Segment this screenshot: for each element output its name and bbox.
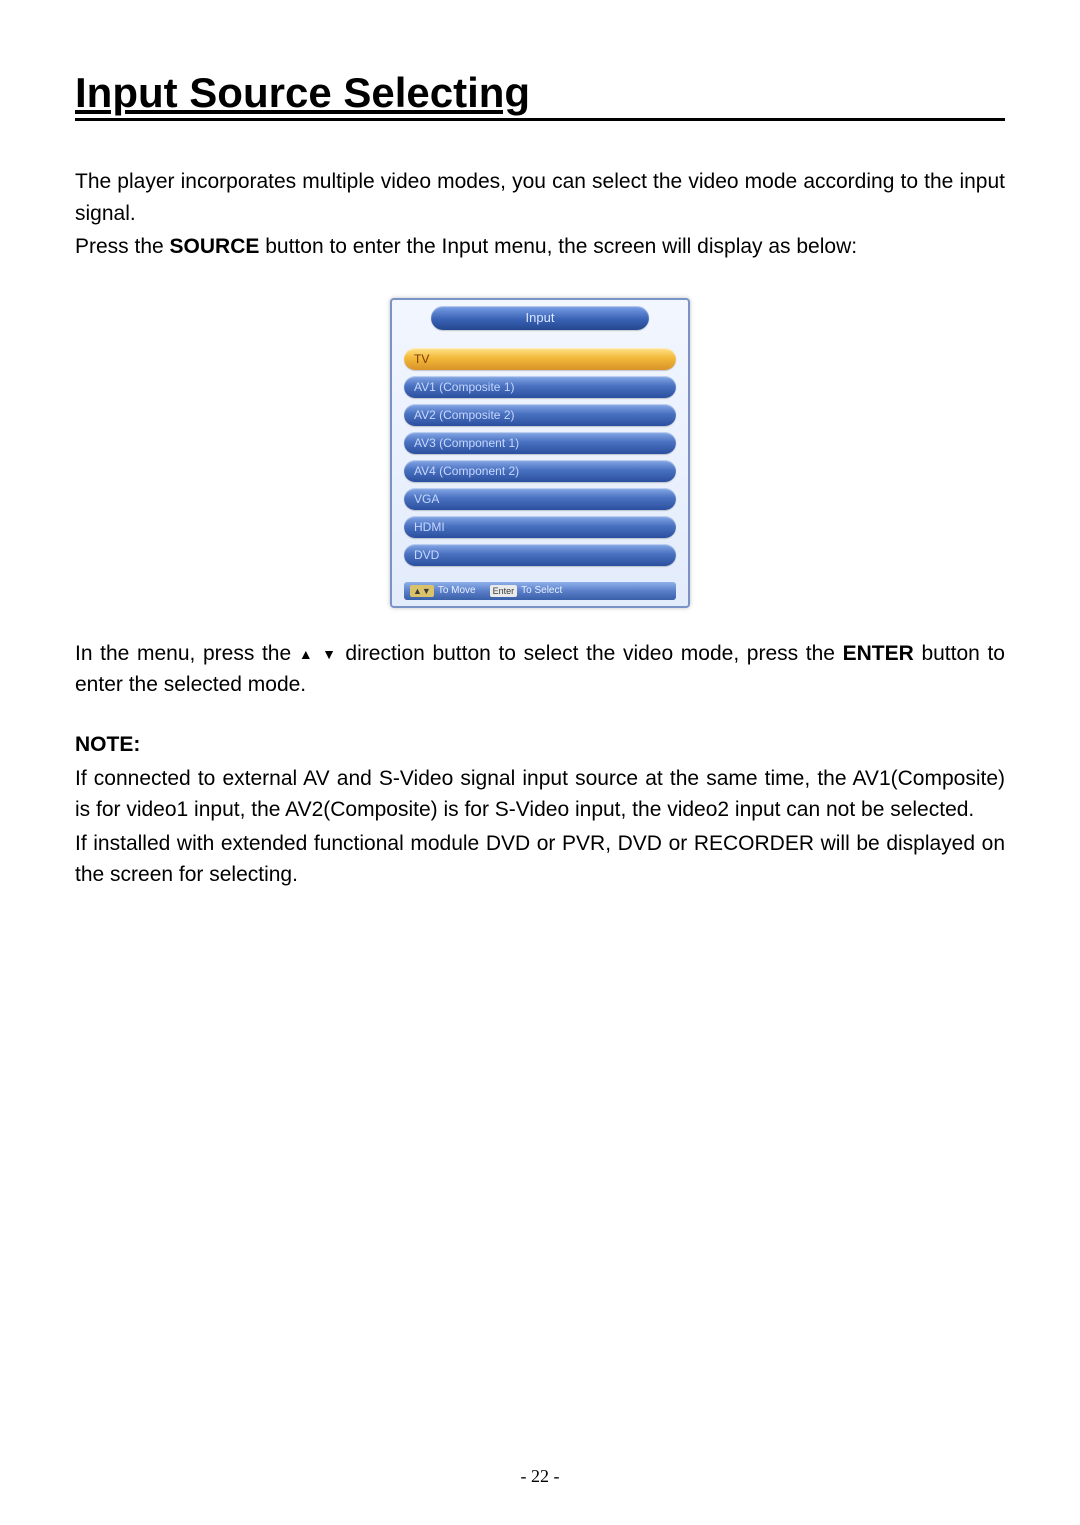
note-line1: If connected to external AV and S-Video … [75, 763, 1005, 826]
osd-item[interactable]: DVD [404, 544, 676, 566]
osd-items: TV AV1 (Composite 1) AV2 (Composite 2) AV3 … [400, 348, 680, 566]
document-page: Input Source Selecting The player incorp… [0, 0, 1080, 1525]
note-label: NOTE: [75, 733, 1005, 757]
osd-panel: Input TV AV1 (Composite 1) AV2 (Composite … [390, 298, 690, 608]
press-source-line: Press the SOURCE button to enter the Inp… [75, 231, 1005, 263]
source-bold: SOURCE [170, 235, 260, 258]
text-fragment: direction button to select the video mod… [338, 642, 843, 665]
enter-bold: ENTER [843, 642, 914, 665]
osd-item[interactable]: AV2 (Composite 2) [404, 404, 676, 426]
osd-title: Input [431, 306, 649, 330]
enter-key-icon: Enter [490, 585, 518, 597]
updown-icon: ▲▼ [410, 585, 434, 597]
intro-line: The player incorporates multiple video m… [75, 166, 1005, 229]
osd-footer: ▲▼ To Move Enter To Select [404, 582, 676, 600]
note-body: If connected to external AV and S-Video … [75, 763, 1005, 891]
section-title: Input Source Selecting [75, 70, 1005, 121]
osd-item[interactable]: VGA [404, 488, 676, 510]
osd-item[interactable]: TV [404, 348, 676, 370]
footer-to-move: To Move [438, 582, 476, 600]
page-number: - 22 - [0, 1466, 1080, 1487]
text-fragment: Press the [75, 235, 170, 258]
osd-item[interactable]: AV4 (Component 2) [404, 460, 676, 482]
text-fragment: In the menu, press the [75, 642, 299, 665]
text-fragment: button to enter the Input menu, the scre… [259, 235, 857, 258]
osd-item[interactable]: AV3 (Component 1) [404, 432, 676, 454]
footer-to-select: To Select [521, 582, 562, 600]
osd-item[interactable]: HDMI [404, 516, 676, 538]
osd-screenshot: Input TV AV1 (Composite 1) AV2 (Composite … [390, 298, 690, 608]
osd-item[interactable]: AV1 (Composite 1) [404, 376, 676, 398]
intro-paragraph: The player incorporates multiple video m… [75, 166, 1005, 263]
down-arrow-icon: ▼ [322, 646, 338, 662]
menu-instruction: In the menu, press the ▲ ▼ direction but… [75, 638, 1005, 701]
up-arrow-icon: ▲ [299, 646, 315, 662]
note-line2: If installed with extended functional mo… [75, 828, 1005, 891]
